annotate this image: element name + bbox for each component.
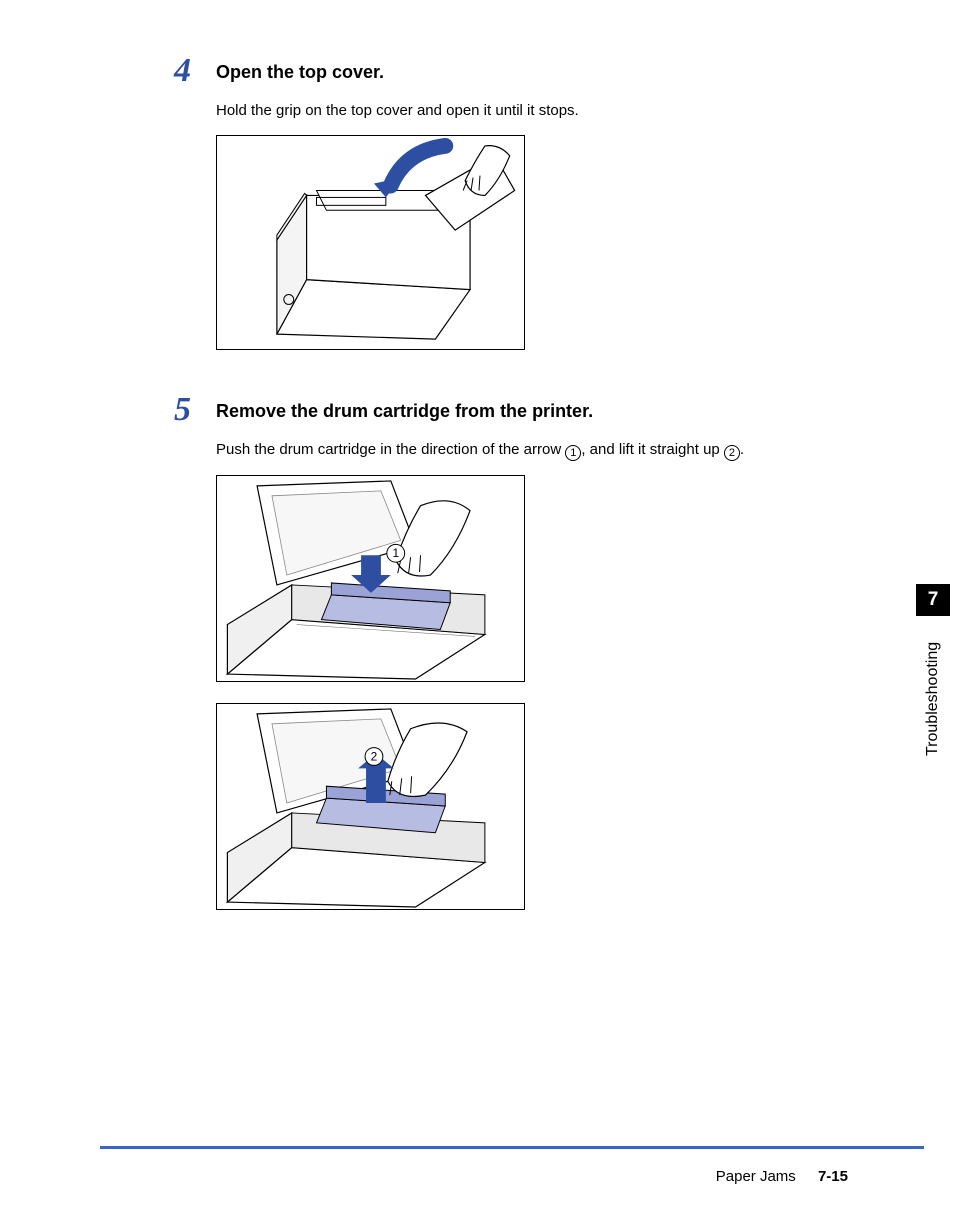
bottom-rule: [100, 1146, 924, 1149]
step-number-5: 5: [174, 391, 191, 429]
printer-illustration-icon: [217, 136, 524, 349]
step-number-4: 4: [174, 52, 191, 90]
svg-text:1: 1: [392, 546, 399, 560]
printer-illustration-icon: 1: [217, 476, 524, 681]
footer-page-number: 7-15: [818, 1168, 848, 1185]
page-footer: Paper Jams 7-15: [716, 1168, 848, 1185]
body-text: Push the drum cartridge in the direction…: [216, 441, 565, 458]
figure-drum-1: 1: [216, 475, 525, 682]
step-body-5: Push the drum cartridge in the direction…: [216, 440, 876, 461]
step-title-5: Remove the drum cartridge from the print…: [216, 401, 876, 422]
step-5: 5 Remove the drum cartridge from the pri…: [216, 401, 876, 931]
figure-open-cover: [216, 135, 525, 350]
figure-drum-2: 2: [216, 703, 525, 910]
page-content: 4 Open the top cover. Hold the grip on t…: [216, 62, 876, 961]
body-text: .: [740, 441, 744, 458]
chapter-tab: 7 Troubleshooting: [916, 584, 950, 774]
chapter-label: Troubleshooting: [916, 616, 950, 766]
circled-2-icon: 2: [724, 445, 740, 461]
step-title-4: Open the top cover.: [216, 62, 876, 83]
footer-section: Paper Jams: [716, 1168, 796, 1185]
svg-text:2: 2: [371, 749, 378, 763]
step-4: 4 Open the top cover. Hold the grip on t…: [216, 62, 876, 371]
step-body-4: Hold the grip on the top cover and open …: [216, 101, 876, 121]
chapter-number: 7: [916, 584, 950, 616]
body-text: , and lift it straight up: [581, 441, 724, 458]
circled-1-icon: 1: [565, 445, 581, 461]
printer-illustration-icon: 2: [217, 704, 524, 909]
